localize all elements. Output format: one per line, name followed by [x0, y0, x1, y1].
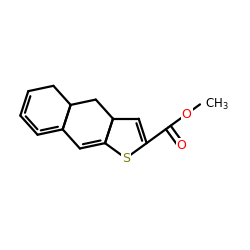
Text: CH$_3$: CH$_3$: [205, 97, 229, 112]
Text: S: S: [122, 152, 130, 165]
Text: O: O: [177, 139, 186, 152]
Text: O: O: [182, 108, 192, 120]
